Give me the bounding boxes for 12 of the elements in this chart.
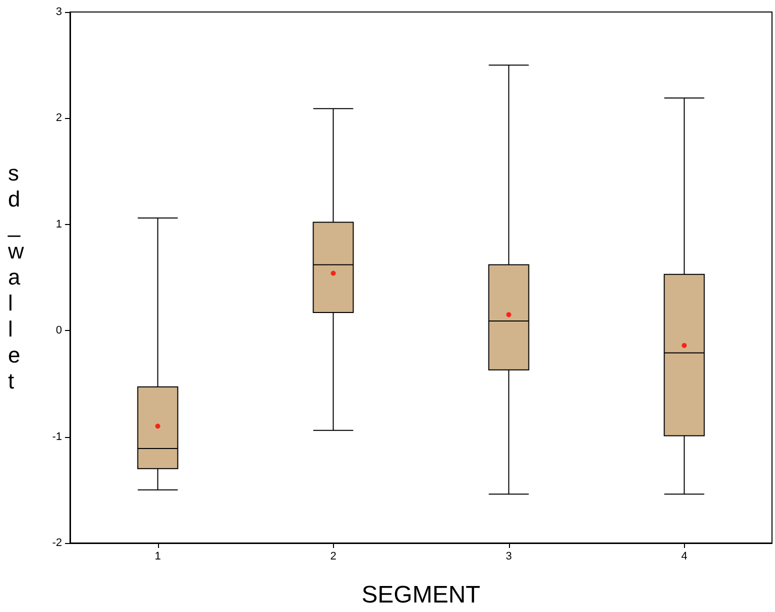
y-tick-label: -2 bbox=[52, 537, 62, 549]
y-tick-label: 2 bbox=[56, 112, 62, 124]
x-tick-label: 2 bbox=[330, 550, 336, 562]
x-tick-label: 3 bbox=[506, 550, 512, 562]
x-tick-label: 4 bbox=[681, 550, 688, 562]
y-tick-label: -1 bbox=[52, 430, 62, 443]
x-axis-title: SEGMENT bbox=[362, 582, 481, 608]
text: sd_wallet bbox=[8, 160, 24, 394]
y-tick-label: 1 bbox=[56, 218, 62, 230]
x-tick-label: 1 bbox=[154, 550, 161, 562]
y-tick-label: 0 bbox=[56, 324, 62, 337]
y-tick-label: 3 bbox=[56, 6, 62, 18]
